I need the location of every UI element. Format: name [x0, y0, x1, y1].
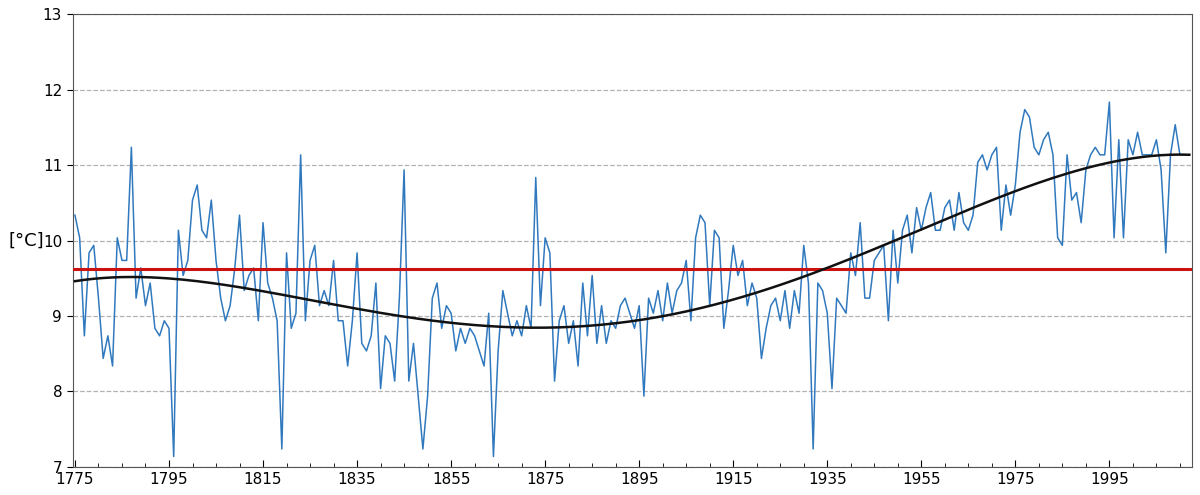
Y-axis label: [°C]: [°C]	[8, 232, 44, 249]
